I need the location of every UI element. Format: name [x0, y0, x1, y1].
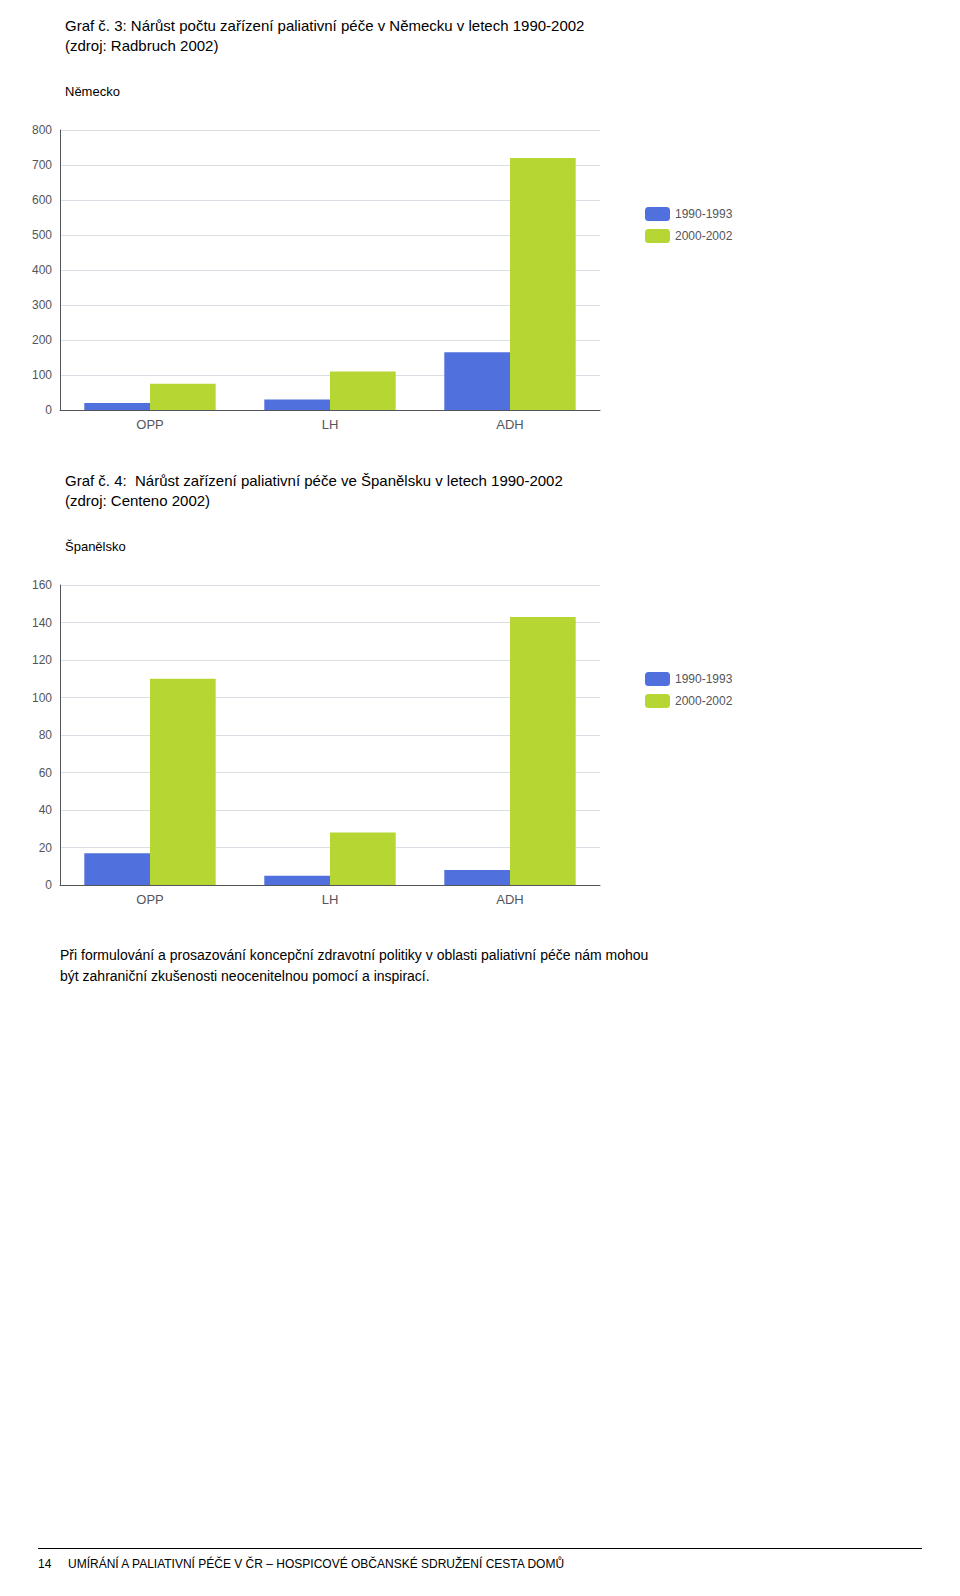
- svg-text:60: 60: [39, 766, 53, 780]
- svg-text:700: 700: [32, 158, 52, 172]
- svg-text:LH: LH: [322, 417, 339, 432]
- svg-text:Německo: Německo: [65, 84, 120, 99]
- svg-text:140: 140: [32, 616, 52, 630]
- svg-text:200: 200: [32, 333, 52, 347]
- svg-text:120: 120: [32, 653, 52, 667]
- svg-text:500: 500: [32, 228, 52, 242]
- svg-text:160: 160: [32, 578, 52, 592]
- html-text:Při formulování a prosazování: Při formulování a prosazování koncepční …: [60, 947, 649, 984]
- svg-text:800: 800: [32, 123, 52, 137]
- svg-text:ADH: ADH: [496, 417, 523, 432]
- svg-text:40: 40: [39, 803, 53, 817]
- svg-text:1990-1993: 1990-1993: [675, 207, 733, 221]
- svg-text:600: 600: [32, 193, 52, 207]
- svg-text:0: 0: [45, 878, 52, 892]
- svg-text:100: 100: [32, 691, 52, 705]
- svg-text:Španělsko: Španělsko: [65, 539, 126, 554]
- svg-text:2000-2002: 2000-2002: [675, 229, 733, 243]
- svg-text:LH: LH: [322, 892, 339, 907]
- svg-text:100: 100: [32, 368, 52, 382]
- svg-text:300: 300: [32, 298, 52, 312]
- svg-text:1990-1993: 1990-1993: [675, 672, 733, 686]
- svg-text:80: 80: [39, 728, 53, 742]
- svg-text:OPP: OPP: [136, 892, 163, 907]
- svg-text:(zdroj: Centeno 2002): (zdroj: Centeno 2002): [65, 492, 210, 509]
- html-text:14 UMÍRÁNÍ A PALIATIVNÍ PÉČE V: 14 UMÍRÁNÍ A PALIATIVNÍ PÉČE V ČR – HOSP…: [38, 1557, 565, 1571]
- svg-text:OPP: OPP: [136, 417, 163, 432]
- svg-text:0: 0: [45, 403, 52, 417]
- svg-text:20: 20: [39, 841, 53, 855]
- svg-text:Graf č. 4: Nárůst zařízení pa: Graf č. 4: Nárůst zařízení paliativní pé…: [65, 472, 563, 489]
- svg-text:Graf č. 3: Nárůst počtu zaříze: Graf č. 3: Nárůst počtu zařízení paliati…: [65, 17, 584, 34]
- svg-text:400: 400: [32, 263, 52, 277]
- svg-text:2000-2002: 2000-2002: [675, 694, 733, 708]
- svg-text:(zdroj: Radbruch 2002): (zdroj: Radbruch 2002): [65, 37, 218, 54]
- svg-text:ADH: ADH: [496, 892, 523, 907]
